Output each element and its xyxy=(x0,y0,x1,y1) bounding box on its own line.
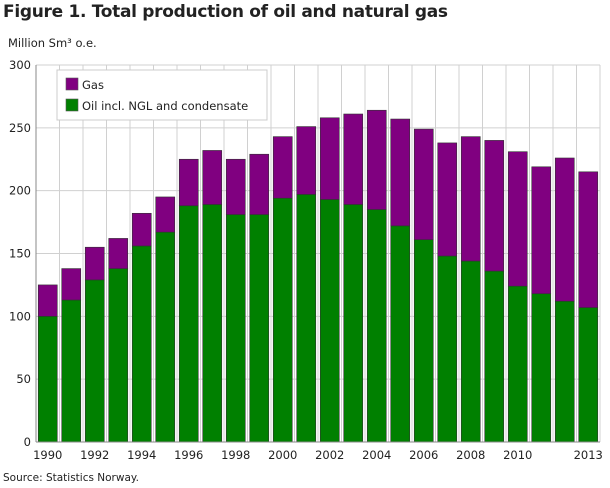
bar-oil-2012 xyxy=(554,300,575,443)
bar-gas-2006 xyxy=(413,128,434,240)
bar-oil-1996 xyxy=(178,205,199,443)
bar-oil-2009 xyxy=(484,270,505,443)
y-tick-label: 150 xyxy=(9,247,31,261)
y-tick-label: 250 xyxy=(9,121,31,135)
bar-oil-2010 xyxy=(507,285,528,443)
x-tick-label: 2000 xyxy=(268,448,297,462)
bar-gas-1997 xyxy=(202,150,223,205)
x-tick-label: 2002 xyxy=(315,448,344,462)
bar-oil-2013 xyxy=(578,307,599,443)
bar-gas-2011 xyxy=(531,166,552,295)
bar-oil-1992 xyxy=(84,279,105,443)
bar-oil-1993 xyxy=(108,268,129,443)
bar-gas-1999 xyxy=(249,153,270,215)
bar-gas-1993 xyxy=(108,238,129,269)
x-tick-label: 2008 xyxy=(456,448,485,462)
bar-oil-2000 xyxy=(272,197,293,443)
bar-gas-1995 xyxy=(155,196,176,233)
bar-gas-2007 xyxy=(437,142,458,257)
bar-gas-2008 xyxy=(460,136,481,262)
bar-oil-1999 xyxy=(249,214,270,443)
x-tick-label: 1994 xyxy=(127,448,156,462)
bar-gas-2002 xyxy=(319,117,340,200)
bar-gas-2000 xyxy=(272,136,293,199)
bar-gas-2013 xyxy=(578,171,599,308)
x-tick-label: 2004 xyxy=(362,448,391,462)
x-tick-label: 1998 xyxy=(221,448,250,462)
legend-label-oil: Oil incl. NGL and condensate xyxy=(82,99,248,113)
bar-oil-2002 xyxy=(319,199,340,443)
bar-gas-2010 xyxy=(507,151,528,287)
x-tick-label: 2010 xyxy=(503,448,532,462)
x-tick-label: 1990 xyxy=(33,448,62,462)
bar-gas-1990 xyxy=(37,284,58,317)
y-tick-label: 0 xyxy=(24,435,31,449)
bar-oil-2004 xyxy=(366,209,387,443)
bar-gas-2003 xyxy=(343,113,364,205)
bar-gas-2009 xyxy=(484,140,505,272)
x-tick-label: 1996 xyxy=(174,448,203,462)
bar-oil-2007 xyxy=(437,255,458,443)
bar-gas-1991 xyxy=(61,268,82,301)
bar-oil-2005 xyxy=(390,225,411,443)
bar-oil-1990 xyxy=(37,316,58,443)
y-tick-label: 300 xyxy=(9,58,31,72)
y-tick-label: 200 xyxy=(9,184,31,198)
bar-oil-1995 xyxy=(155,231,176,443)
bar-gas-2004 xyxy=(366,109,387,210)
bar-oil-2006 xyxy=(413,239,434,443)
bar-gas-1998 xyxy=(225,158,246,215)
y-axis-label: Million Sm³ o.e. xyxy=(8,36,97,50)
bar-gas-1992 xyxy=(84,246,105,281)
x-tick-label: 1992 xyxy=(80,448,109,462)
x-tick-label: 2006 xyxy=(409,448,438,462)
y-tick-label: 50 xyxy=(16,372,31,386)
bar-oil-1997 xyxy=(202,204,223,443)
bar-gas-1996 xyxy=(178,158,199,207)
bar-gas-2012 xyxy=(554,157,575,302)
bar-oil-1991 xyxy=(61,299,82,443)
chart-title: Figure 1. Total production of oil and na… xyxy=(3,2,448,22)
legend-box xyxy=(56,69,268,121)
x-tick-label: 2013 xyxy=(574,448,603,462)
bar-oil-2008 xyxy=(460,260,481,443)
bar-oil-2001 xyxy=(296,194,317,443)
legend-swatch-oil xyxy=(65,98,79,112)
legend-label-gas: Gas xyxy=(82,78,104,92)
bar-oil-2011 xyxy=(531,293,552,443)
y-tick-label: 100 xyxy=(9,309,31,323)
bar-oil-2003 xyxy=(343,204,364,443)
source-note: Source: Statistics Norway. xyxy=(3,472,139,484)
bar-oil-1998 xyxy=(225,214,246,443)
bar-gas-2001 xyxy=(296,126,317,195)
bar-gas-1994 xyxy=(131,212,152,247)
bar-gas-2005 xyxy=(390,118,411,227)
legend-swatch-gas xyxy=(65,77,79,91)
bar-oil-1994 xyxy=(131,245,152,443)
